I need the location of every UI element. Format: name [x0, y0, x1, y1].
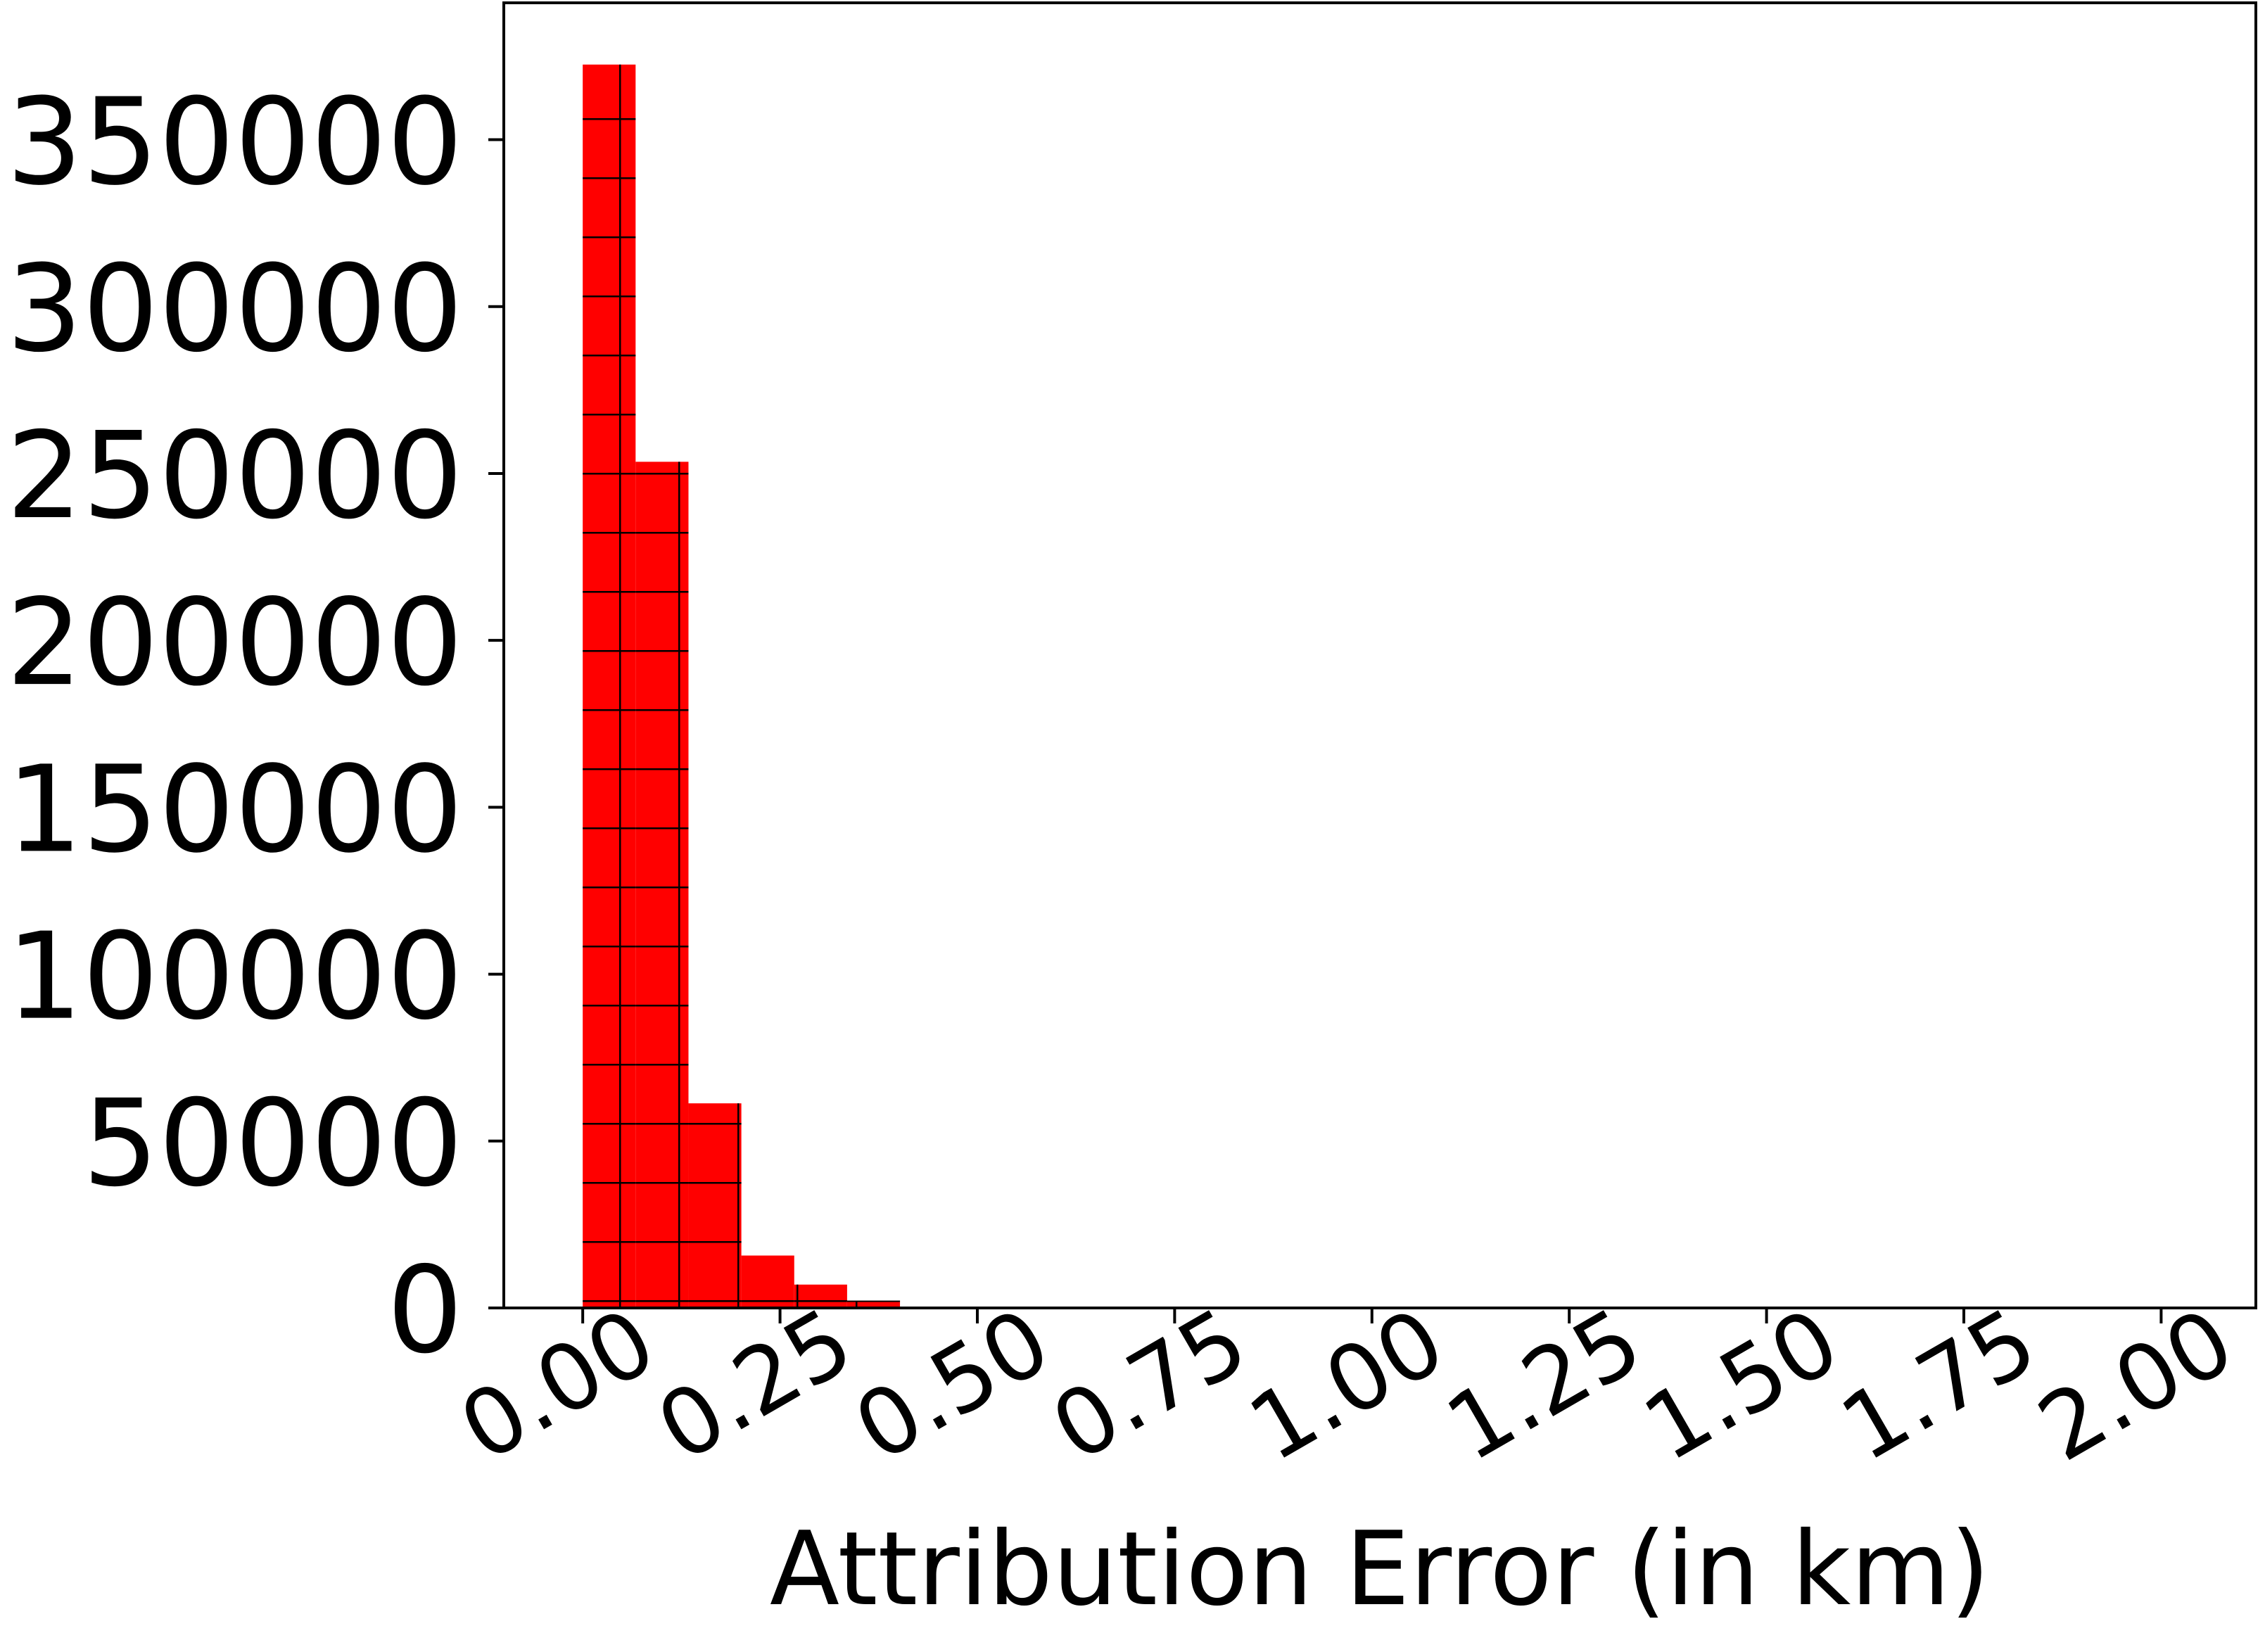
x-axis-label: Attribution Error (in km)	[770, 1510, 1990, 1629]
y-tick-label: 0	[387, 1241, 463, 1380]
y-tick-label: 150000	[6, 740, 463, 879]
bar-hatch	[794, 1284, 847, 1308]
x-tick-label: 1.25	[1429, 1288, 1659, 1482]
bar-hatch	[741, 1255, 794, 1308]
bar-hatch	[583, 64, 636, 1308]
y-tick-label: 50000	[82, 1074, 463, 1214]
x-tick-label: 0.00	[443, 1288, 673, 1482]
y-tick-label: 200000	[6, 573, 463, 713]
y-tick-label: 350000	[6, 73, 463, 212]
y-tick-label: 300000	[6, 240, 463, 379]
x-tick-label: 0.25	[640, 1288, 870, 1482]
x-tick-label: 0.50	[837, 1288, 1067, 1482]
y-tick-label: 250000	[6, 407, 463, 546]
x-tick-label: 2.00	[2021, 1288, 2251, 1482]
axes-frame	[502, 1, 2257, 1309]
x-tick-label: 1.75	[1824, 1288, 2054, 1482]
x-tick-label: 1.50	[1626, 1288, 1856, 1482]
bar-hatch	[635, 462, 689, 1308]
plot-area	[583, 64, 901, 1308]
x-tick-label: 0.75	[1034, 1288, 1264, 1482]
bar-hatch	[846, 1300, 901, 1308]
bar-hatch	[688, 1103, 742, 1308]
x-tick-label: 1.00	[1232, 1288, 1462, 1482]
y-tick-label: 100000	[6, 908, 463, 1047]
